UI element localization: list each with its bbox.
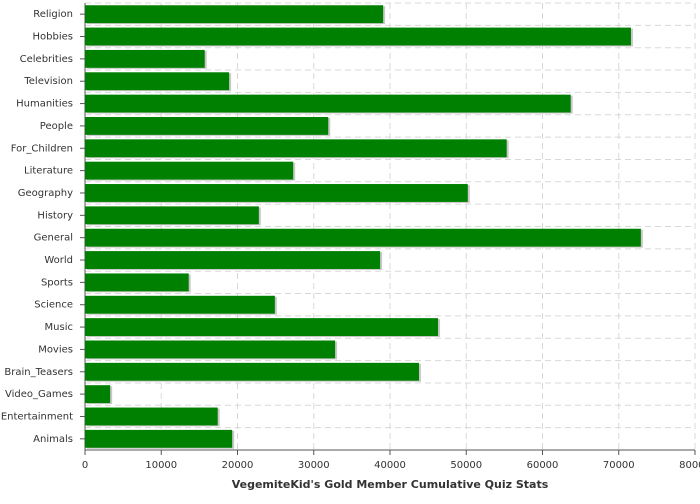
y-tick-label: Video_Games [5, 389, 73, 400]
y-tick-label: Brain_Teasers [4, 367, 73, 378]
y-tick-label: For_Children [11, 143, 73, 154]
y-tick-label: Science [34, 300, 73, 311]
y-tick-label: Geography [18, 188, 73, 199]
y-tick-label: Movies [38, 344, 73, 355]
x-tick-label: 70000 [603, 460, 635, 471]
bar [85, 49, 205, 68]
y-tick-label: Humanities [16, 99, 73, 110]
y-tick-label: History [37, 210, 73, 221]
y-tick-label: Hobbies [33, 32, 73, 43]
bar [85, 116, 329, 135]
bar [85, 318, 439, 337]
y-tick-label: Television [23, 76, 73, 87]
y-tick-label: Animals [33, 434, 73, 445]
y-tick-label: Literature [24, 166, 73, 177]
y-tick-label: Sports [41, 277, 73, 288]
bar [85, 295, 275, 314]
y-tick-label: Entertainment [1, 411, 73, 422]
bar [85, 5, 384, 24]
bar [85, 340, 336, 359]
x-tick-label: 80000 [679, 460, 700, 471]
y-tick-label: General [34, 233, 73, 244]
bar [85, 429, 233, 448]
bar [85, 362, 419, 381]
bar [85, 27, 631, 46]
bar [85, 161, 294, 180]
x-tick-label: 60000 [527, 460, 559, 471]
y-tick-label: Religion [33, 9, 73, 20]
x-tick-label: 20000 [222, 460, 254, 471]
y-tick-label: Music [45, 322, 73, 333]
bar [85, 206, 259, 225]
bar [85, 184, 468, 202]
bar [85, 407, 218, 426]
y-tick-label: World [44, 255, 73, 266]
x-tick-label: 30000 [298, 460, 330, 471]
x-tick-label: 10000 [145, 460, 177, 471]
bar [85, 251, 381, 269]
chart-title: VegemiteKid's Gold Member Cumulative Qui… [232, 478, 549, 491]
x-tick-label: 0 [82, 460, 88, 471]
bar [85, 72, 230, 91]
x-tick-label: 50000 [450, 460, 482, 471]
bar [85, 139, 507, 158]
y-tick-label: Celebrities [20, 54, 73, 65]
x-tick-label: 40000 [374, 460, 406, 471]
bar [85, 94, 571, 113]
y-tick-label: People [40, 121, 73, 132]
bar [85, 273, 189, 292]
bar [85, 385, 111, 404]
bar [85, 228, 641, 247]
